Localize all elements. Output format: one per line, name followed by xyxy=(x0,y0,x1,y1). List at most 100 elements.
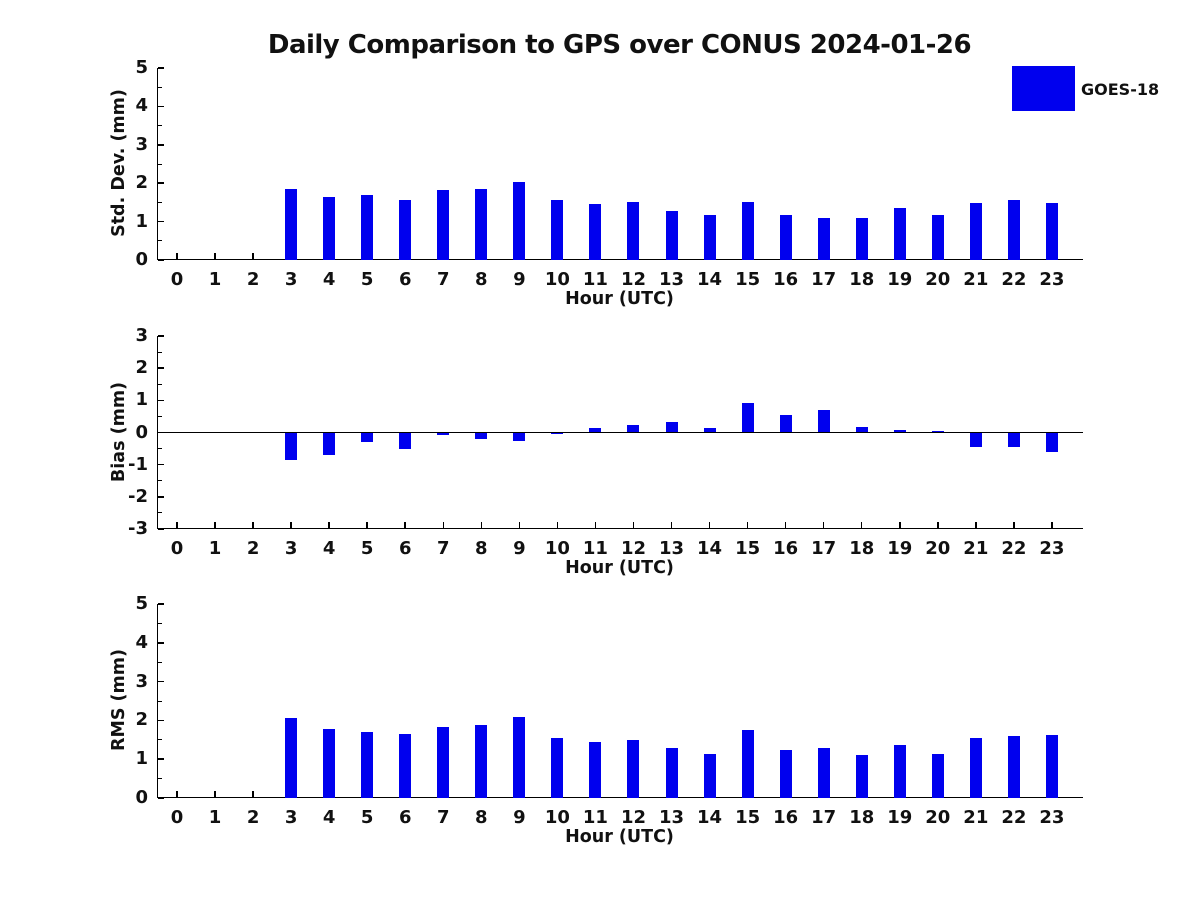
rms-bar-hour-22 xyxy=(1007,735,1020,798)
bias-xtick-label: 20 xyxy=(925,538,951,559)
bias-ytick-label: 0 xyxy=(135,421,148,443)
bias-bar-hour-16 xyxy=(779,414,792,433)
std-dev-bar-hour-19 xyxy=(893,207,906,260)
bias-xtick xyxy=(366,522,368,528)
rms-ytick-minor xyxy=(158,700,162,702)
bias-bar-hour-14 xyxy=(703,428,716,433)
bias-xtick xyxy=(328,522,330,528)
std-dev-xtick-label: 11 xyxy=(582,269,608,290)
bias-bar-hour-23 xyxy=(1045,432,1058,453)
rms-bar-hour-21 xyxy=(969,738,982,798)
std-dev-xtick-label: 18 xyxy=(849,269,875,290)
bias-ytick-minor xyxy=(158,480,162,482)
bias-xtick xyxy=(480,522,483,528)
bias-xtick xyxy=(594,522,597,528)
bias-ytick-minor xyxy=(158,415,162,417)
std-dev-ytick xyxy=(158,67,164,69)
bias-xtick-label: 21 xyxy=(963,538,989,559)
bias-xtick-label: 8 xyxy=(475,538,488,559)
bias-xtick-label: 10 xyxy=(544,538,570,559)
rms-bar-hour-23 xyxy=(1045,735,1058,798)
rms-bar-hour-12 xyxy=(627,739,640,798)
bias-xtick xyxy=(1051,522,1053,528)
std-dev-bar-hour-14 xyxy=(703,215,716,260)
rms-ytick-minor xyxy=(158,661,162,663)
bias-ytick-label: -3 xyxy=(128,518,148,539)
bias-xtick xyxy=(556,522,559,528)
std-dev-bar-hour-4 xyxy=(323,196,336,260)
bias-bar-hour-20 xyxy=(931,431,944,433)
bias-ytick-label: 2 xyxy=(135,357,148,379)
std-dev-xtick-label: 4 xyxy=(322,269,336,290)
rms-xtick-label: 2 xyxy=(246,807,260,828)
std-dev-bar-hour-23 xyxy=(1045,203,1058,260)
std-dev-xtick-label: 10 xyxy=(544,269,570,290)
rms-xtick-label: 23 xyxy=(1039,807,1065,828)
chart-title: Daily Comparison to GPS over CONUS 2024-… xyxy=(267,30,972,60)
bias-bar-hour-19 xyxy=(893,429,906,433)
rms-xtick-label: 18 xyxy=(849,807,875,828)
rms-xtick-label: 4 xyxy=(322,807,336,828)
std-dev-bar-hour-12 xyxy=(627,202,640,260)
bias-xtick-label: 23 xyxy=(1039,538,1065,559)
std-dev-bar-hour-5 xyxy=(361,194,374,260)
std-dev-ytick-minor xyxy=(158,201,162,203)
std-dev-xtick-label: 17 xyxy=(811,269,837,290)
bias-ytick-minor xyxy=(158,448,162,450)
std-dev-ytick xyxy=(158,105,164,108)
bias-xtick-label: 5 xyxy=(360,538,374,559)
std-dev-xtick-label: 22 xyxy=(1001,269,1027,290)
std-dev-xtick xyxy=(176,253,178,259)
rms-xtick-label: 0 xyxy=(170,807,184,828)
rms-xtick-label: 21 xyxy=(963,807,989,828)
rms-bar-hour-14 xyxy=(703,754,716,798)
std-dev-xtick-label: 3 xyxy=(284,269,298,290)
std-dev-ytick-minor xyxy=(158,125,162,127)
bias-x-axis-label: Hour (UTC) xyxy=(565,558,674,578)
std-dev-bar-hour-10 xyxy=(551,200,564,260)
std-dev-xtick-label: 13 xyxy=(658,269,685,290)
std-dev-xtick-label: 6 xyxy=(398,269,412,290)
bias-xtick-label: 17 xyxy=(811,538,837,559)
std-dev-ytick-minor xyxy=(158,240,162,242)
std-dev-ytick-minor xyxy=(158,163,162,165)
rms-bar-hour-8 xyxy=(475,725,488,798)
rms-bar-hour-11 xyxy=(589,741,602,798)
std-dev-bar-hour-17 xyxy=(817,217,830,260)
std-dev-xtick-label: 2 xyxy=(246,269,260,290)
rms-xtick-label: 15 xyxy=(735,807,761,828)
rms-bar-hour-20 xyxy=(931,753,944,798)
std-dev-xtick xyxy=(252,253,254,259)
bias-ytick-label: -1 xyxy=(128,453,148,475)
std-dev-ytick-label: 5 xyxy=(135,57,148,78)
bias-ytick-label: 1 xyxy=(135,389,148,411)
rms-ytick-label: 1 xyxy=(135,748,148,770)
bias-bar-hour-18 xyxy=(855,426,868,433)
rms-x-axis-label: Hour (UTC) xyxy=(565,827,674,847)
rms-y-axis-label: RMS (mm) xyxy=(109,648,129,752)
bias-xtick xyxy=(518,522,521,528)
bias-xtick xyxy=(404,522,406,528)
bias-ytick xyxy=(158,528,164,530)
rms-ytick-label: 3 xyxy=(135,670,148,692)
std-dev-bar-hour-18 xyxy=(855,217,868,260)
bias-bar-hour-10 xyxy=(551,432,564,435)
bias-xtick xyxy=(1013,522,1015,528)
rms-bar-hour-6 xyxy=(399,733,412,798)
bias-xtick xyxy=(746,522,749,528)
std-dev-bar-hour-8 xyxy=(475,188,488,260)
stddev-x-axis-label: Hour (UTC) xyxy=(565,289,674,309)
bias-ytick-label: 3 xyxy=(135,325,148,346)
rms-bar-hour-13 xyxy=(665,747,678,798)
rms-bar-hour-19 xyxy=(893,745,906,798)
std-dev-ytick-label: 3 xyxy=(135,133,148,155)
rms-ytick-label: 4 xyxy=(135,631,148,653)
bias-xtick xyxy=(176,522,178,528)
rms-xtick-label: 10 xyxy=(544,807,570,828)
rms-xtick-label: 6 xyxy=(398,807,412,828)
std-dev-bar-hour-13 xyxy=(665,210,678,260)
bias-xtick xyxy=(822,522,825,528)
std-dev-bar-hour-20 xyxy=(931,215,944,260)
bias-xtick xyxy=(860,522,863,528)
